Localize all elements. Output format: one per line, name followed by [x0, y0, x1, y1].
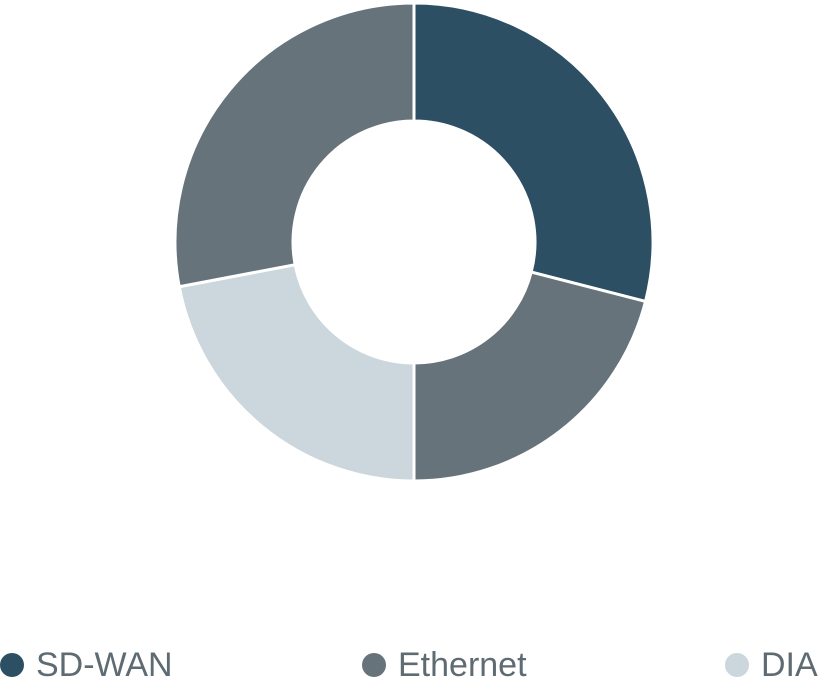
legend-item-dia[interactable]: DIA: [725, 644, 818, 686]
donut-slice-1[interactable]: [412, 270, 648, 483]
donut-slice-2[interactable]: [177, 262, 416, 483]
legend-swatch-sd-wan: [0, 653, 24, 677]
legend: SD-WAN Ethernet DIA: [0, 644, 825, 686]
legend-label-sd-wan: SD-WAN: [36, 646, 173, 684]
legend-item-sd-wan[interactable]: SD-WAN: [0, 644, 173, 686]
donut-slice-0[interactable]: [412, 1, 655, 304]
legend-swatch-dia: [725, 653, 749, 677]
legend-item-ethernet[interactable]: Ethernet: [362, 644, 527, 686]
legend-label-ethernet: Ethernet: [398, 646, 527, 684]
donut-slice-3[interactable]: [173, 1, 416, 289]
legend-label-dia: DIA: [761, 646, 818, 684]
legend-swatch-ethernet: [362, 653, 386, 677]
